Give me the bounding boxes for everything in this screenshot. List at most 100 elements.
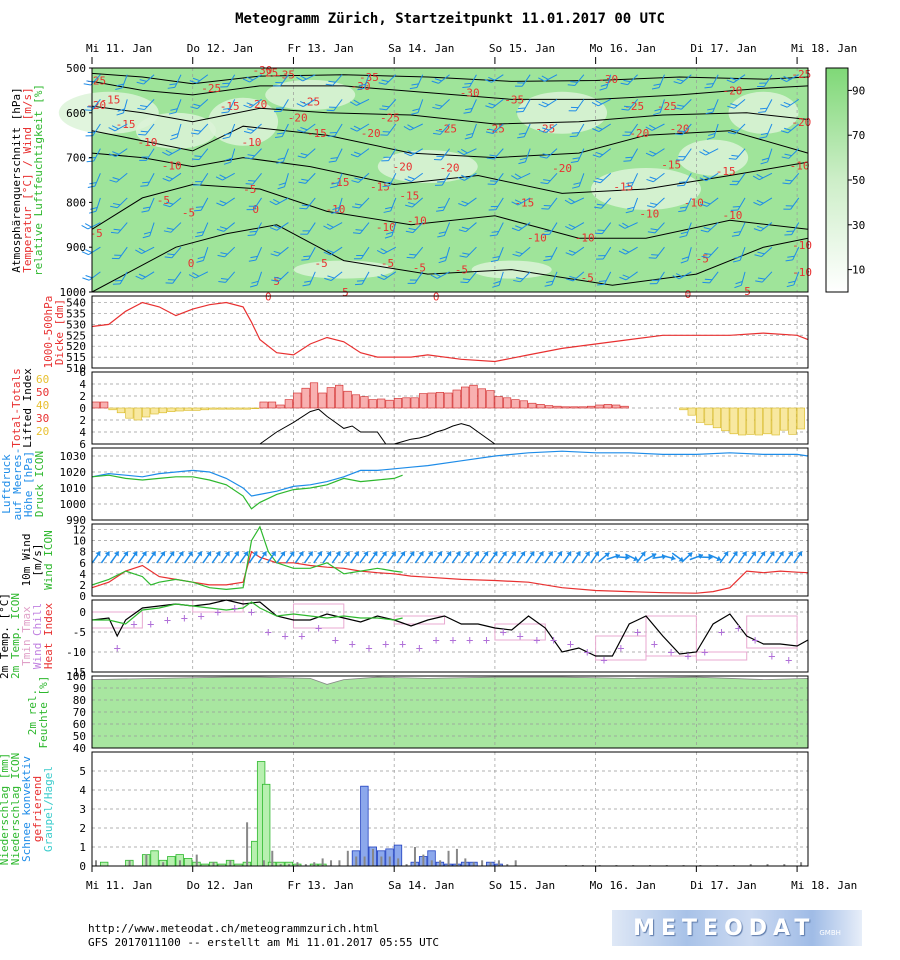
wind-barb-shaft xyxy=(255,246,263,261)
wind-arrow xyxy=(303,551,314,564)
wind-barb-shaft xyxy=(496,222,504,236)
wind-barb-flag xyxy=(706,83,714,85)
wind-barb-flag xyxy=(780,130,789,134)
wind-barb-flag xyxy=(753,228,761,232)
wind-barb-shaft xyxy=(733,74,746,84)
precip-gfs-bar xyxy=(489,862,492,866)
wind-barb xyxy=(135,246,155,254)
wind-barb-flag xyxy=(489,234,498,237)
wind-barb xyxy=(247,222,262,236)
wind-barb-shaft xyxy=(761,246,773,257)
wind-barb-flag xyxy=(195,181,203,183)
precipitation-tick-label: 4 xyxy=(79,784,86,797)
wind-barb-flag xyxy=(111,257,120,260)
wind-barb-flag xyxy=(300,126,308,131)
wind-barb-flag xyxy=(353,151,362,155)
wind-barb xyxy=(492,271,504,288)
wind-barb-shaft xyxy=(249,98,262,109)
wind-barb-shaft xyxy=(630,148,639,162)
wind-barb xyxy=(677,173,692,187)
wind-barb xyxy=(108,148,128,158)
precip-gfs-bar xyxy=(288,864,291,866)
temperature-tick-label: -15 xyxy=(66,666,86,679)
tmin-tmax-box xyxy=(695,651,748,661)
wind-chill-mark: + xyxy=(768,649,775,663)
precip-gfs-bar xyxy=(296,862,299,866)
wind-barb-shaft xyxy=(681,99,692,110)
wind-barb xyxy=(223,148,236,165)
wind-barb xyxy=(679,222,692,238)
wind-barb-flag xyxy=(732,206,741,208)
wind-barb xyxy=(110,222,128,234)
wind-barb xyxy=(382,173,397,188)
wind-barb-flag xyxy=(382,131,390,133)
wind-barb-flag xyxy=(485,131,494,135)
wind-barb-flag xyxy=(378,82,386,85)
wind-arrow-head xyxy=(169,551,175,557)
wind-barb-shaft xyxy=(250,123,262,134)
panel-ylabel: 2m rel. xyxy=(26,689,39,735)
pressure-line-icon xyxy=(91,474,403,510)
wind-arrow-head xyxy=(769,551,775,557)
wind-barb-flag xyxy=(81,251,89,256)
wind-barb-flag xyxy=(568,223,576,229)
wind-barb-shaft xyxy=(631,173,639,187)
precip-gfs-bar xyxy=(455,848,458,866)
wind-barb-flag xyxy=(245,183,253,185)
wind-barb-shaft xyxy=(335,148,343,162)
footer-url[interactable]: http://www.meteodat.ch/meteogrammzurich.… xyxy=(88,922,380,935)
wind-barb-flag xyxy=(354,283,363,286)
wind-barb-flag xyxy=(489,154,497,157)
wind-barb-flag xyxy=(700,203,708,207)
wind-arrow xyxy=(784,551,794,564)
wind-arrow xyxy=(774,551,785,564)
wind-barb-flag xyxy=(677,184,685,187)
temperature-tick-label: 0 xyxy=(79,606,86,619)
wind-barb-flag xyxy=(727,105,735,109)
isotherm--30 xyxy=(91,72,809,85)
wind-arrow xyxy=(516,551,526,564)
wind-barb-flag xyxy=(785,179,793,182)
wind-barb-shaft xyxy=(93,148,101,162)
wind-barb-flag xyxy=(135,249,142,254)
wind-barb xyxy=(699,148,719,156)
day-label-bottom: Sa 14. Jan xyxy=(388,879,454,892)
wind-barb xyxy=(485,98,504,109)
wind-barb-flag xyxy=(597,229,605,232)
wind-barb-flag xyxy=(731,154,739,157)
wind-barb-shaft xyxy=(498,271,504,286)
wind-barb xyxy=(242,74,262,83)
wind-barb-shaft xyxy=(551,271,558,285)
wind-barb xyxy=(243,98,262,109)
wind-barb-shaft xyxy=(390,197,397,212)
wind-arrow-head xyxy=(751,551,756,557)
wind-barb xyxy=(222,123,236,140)
wind-barb-shaft xyxy=(574,74,585,86)
wind-barb-shaft xyxy=(464,197,477,207)
wind-barb-shaft xyxy=(759,197,773,206)
isotherm--15 xyxy=(91,125,809,159)
wind-barb-flag xyxy=(618,224,626,229)
wind-barb-flag xyxy=(163,230,172,233)
isotherm-label: -15 xyxy=(101,93,121,106)
wind-barb-flag xyxy=(591,101,599,107)
panel-ylabel: Druck ICON xyxy=(33,451,46,517)
wind-arrow xyxy=(174,551,184,564)
wind-barb-flag xyxy=(490,259,499,263)
wind-barb xyxy=(781,148,800,159)
wind-barb-flag xyxy=(269,200,277,206)
wind-barb-flag xyxy=(783,127,792,131)
wind-arrow xyxy=(553,551,563,564)
wind-barb-flag xyxy=(163,204,171,208)
wind-barb-flag xyxy=(162,151,169,156)
wind-barb-flag xyxy=(735,281,743,285)
wind-barb xyxy=(141,197,155,213)
wind-barb xyxy=(597,271,612,286)
panel-ylabel: Heat Index xyxy=(42,603,55,670)
wind-barb-flag xyxy=(166,201,174,205)
wind-barb-flag xyxy=(624,131,632,133)
wind-chill-mark: + xyxy=(164,613,171,627)
wind-arrow xyxy=(488,551,498,564)
wind-barb-flag xyxy=(403,126,411,131)
wind-barb xyxy=(245,172,262,185)
